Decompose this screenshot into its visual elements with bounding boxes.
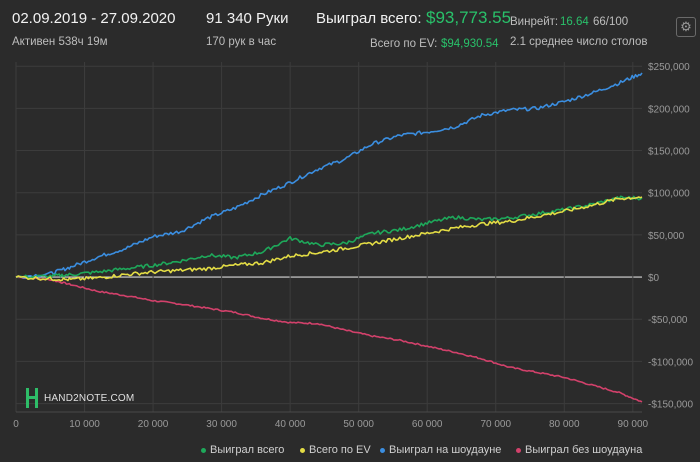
y-tick-label: $200,000 — [648, 104, 690, 115]
profit-chart: $250,000 $200,000 $150,000 $100,000 $50,000 $… — [13, 62, 693, 430]
x-tick-label: 0 — [13, 419, 19, 430]
logo-icon — [26, 388, 38, 408]
legend-dot-icon — [516, 447, 521, 453]
chart-legend: Выиграл всего Всего по EV Выиграл на шоуда… — [0, 444, 700, 460]
x-axis-labels: 0 10 000 20 000 30 000 40 000 50 000 60 000 70 … — [13, 419, 648, 430]
legend-item-1[interactable]: Всего по EV — [300, 444, 371, 456]
series-line-1 — [15, 196, 643, 282]
legend-label: Выиграл на шоудауне — [389, 444, 502, 456]
y-tick-label: $0 — [648, 273, 660, 284]
y-tick-label: $50,000 — [648, 231, 685, 242]
y-tick-label: $100,000 — [648, 189, 690, 200]
gear-icon[interactable]: ⚙ — [676, 17, 696, 37]
winrate-value: 16.64 — [560, 16, 589, 28]
legend-dot-icon — [380, 447, 385, 453]
x-tick-label: 70 000 — [480, 419, 511, 430]
legend-item-2[interactable]: Выиграл на шоудауне — [380, 444, 501, 456]
date-range: 02.09.2019 - 27.09.2020 — [12, 10, 176, 27]
legend-item-0[interactable]: Выиграл всего — [201, 444, 284, 456]
hands-count: 91 340 Руки — [206, 10, 289, 27]
ev-total-label: Всего по EV: — [370, 38, 438, 50]
series-line-2 — [15, 72, 643, 279]
y-tick-label: $250,000 — [648, 62, 690, 73]
active-time: Активен 538ч 19м — [12, 36, 108, 48]
chart-series — [15, 72, 643, 403]
x-tick-label: 80 000 — [549, 419, 580, 430]
x-tick-label: 40 000 — [275, 419, 306, 430]
series-line-0 — [15, 195, 643, 279]
won-total-value: $93,773.55 — [426, 8, 512, 27]
won-total-label: Выиграл всего: — [316, 10, 422, 27]
x-tick-label: 20 000 — [138, 419, 169, 430]
hands-per-hour: 170 рук в час — [206, 36, 277, 48]
x-tick-label: 60 000 — [412, 419, 443, 430]
ev-total-value: $94,930.54 — [441, 38, 499, 50]
y-tick-label: -$50,000 — [648, 315, 688, 326]
y-tick-label: $150,000 — [648, 147, 690, 158]
x-tick-label: 50 000 — [343, 419, 374, 430]
x-tick-label: 90 000 — [618, 419, 649, 430]
x-tick-label: 30 000 — [206, 419, 237, 430]
series-line-3 — [15, 276, 643, 403]
legend-dot-icon — [300, 447, 305, 453]
legend-label: Выиграл всего — [210, 444, 285, 456]
winrate-suffix: 66/100 — [593, 16, 629, 28]
y-tick-label: -$100,000 — [648, 357, 693, 368]
x-tick-label: 10 000 — [69, 419, 100, 430]
chart-grid — [15, 62, 642, 413]
avg-tables: 2.1 среднее число столов — [510, 36, 648, 48]
y-axis-labels: $250,000 $200,000 $150,000 $100,000 $50,000 $… — [648, 62, 693, 410]
logo: HAND2NOTE.COM — [26, 388, 134, 408]
y-tick-label: -$150,000 — [648, 400, 693, 411]
legend-label: Выиграл без шоудауна — [525, 444, 643, 456]
winrate-label: Винрейт: — [510, 16, 559, 28]
legend-dot-icon — [201, 447, 206, 453]
stats-header: 02.09.2019 - 27.09.2020 Активен 538ч 19м… — [0, 0, 700, 62]
legend-item-3[interactable]: Выиграл без шоудауна — [516, 444, 642, 456]
logo-text: HAND2NOTE.COM — [44, 392, 135, 404]
legend-label: Всего по EV — [309, 444, 371, 456]
